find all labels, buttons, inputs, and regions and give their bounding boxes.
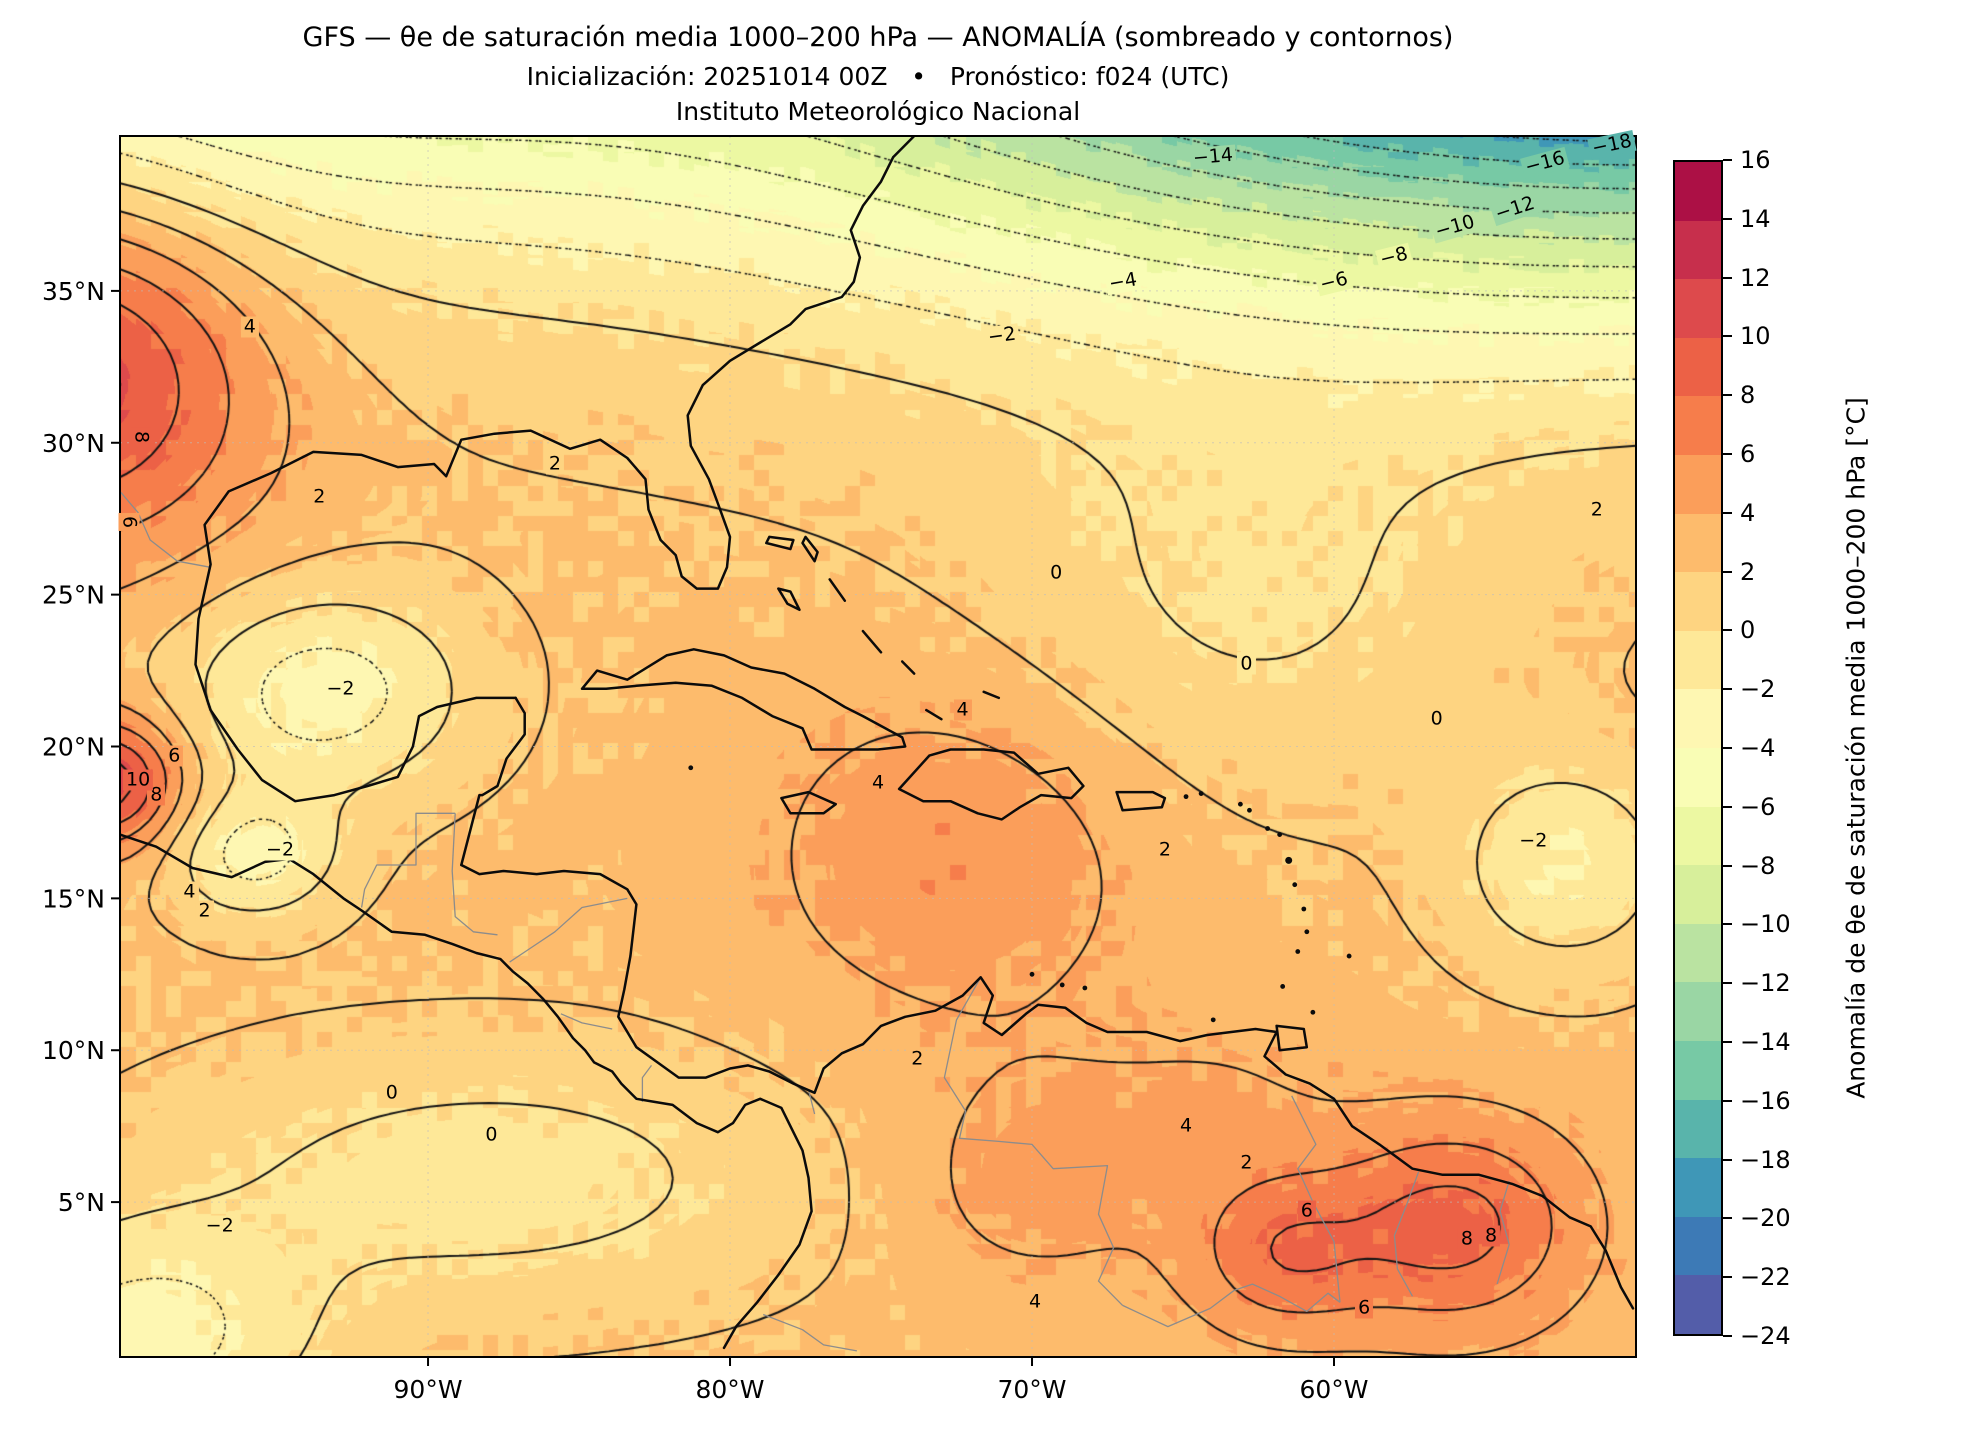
y-tick-label: 10°N: [42, 1036, 105, 1065]
colorbar-tick-mark: [1723, 1276, 1732, 1279]
colorbar-tick-label: 8: [1740, 381, 1756, 410]
colorbar-tick-label: −20: [1740, 1204, 1791, 1233]
colorbar-segment: [1675, 337, 1721, 397]
colorbar-segment: [1675, 1275, 1721, 1334]
colorbar-segment: [1675, 806, 1721, 866]
colorbar-segment: [1675, 1158, 1721, 1217]
colorbar-tick-mark: [1723, 570, 1732, 573]
colorbar-tick-label: 12: [1740, 263, 1771, 292]
colorbar-tick-mark: [1723, 159, 1732, 161]
colorbar-tick-label: −10: [1740, 910, 1791, 939]
colorbar-segment: [1675, 279, 1721, 338]
colorbar-tick-label: −2: [1740, 675, 1776, 704]
colorbar-segment: [1675, 630, 1721, 690]
colorbar-tick-mark: [1723, 394, 1732, 397]
colorbar-segment: [1675, 220, 1721, 280]
x-tick-label: 60°W: [1299, 1375, 1368, 1404]
colorbar-tick-mark: [1723, 629, 1732, 632]
colorbar-segment: [1675, 923, 1721, 983]
y-tick-label: 5°N: [58, 1188, 105, 1217]
colorbar-segment: [1675, 454, 1721, 514]
colorbar-segment: [1675, 1040, 1721, 1100]
y-tick-label: 30°N: [42, 429, 105, 458]
colorbar-segment: [1675, 572, 1721, 631]
colorbar-tick-label: 2: [1740, 557, 1756, 586]
colorbar-tick-mark: [1723, 747, 1732, 749]
colorbar-segment: [1675, 747, 1721, 807]
colorbar-tick-label: 16: [1740, 146, 1771, 174]
colorbar-tick-label: 10: [1740, 322, 1771, 351]
x-tick-label: 80°W: [696, 1375, 765, 1404]
colorbar-tick-mark: [1723, 1041, 1732, 1043]
colorbar-tick-mark: [1723, 864, 1732, 867]
colorbar-tick-label: −4: [1740, 734, 1776, 762]
figure-subtitle-institution: Instituto Meteorológico Nacional: [675, 97, 1081, 126]
colorbar-tick-label: −18: [1740, 1145, 1791, 1174]
x-tick-label: 90°W: [394, 1375, 463, 1404]
colorbar-segment: [1675, 865, 1721, 924]
colorbar-segment: [1675, 1099, 1721, 1159]
colorbar-tick-label: −14: [1740, 1028, 1791, 1056]
colorbar-tick-mark: [1723, 511, 1732, 514]
colorbar-tick-label: −22: [1740, 1263, 1791, 1292]
colorbar-segment: [1675, 982, 1721, 1041]
colorbar-tick-mark: [1723, 335, 1732, 338]
colorbar-tick-mark: [1723, 688, 1732, 691]
colorbar-tick-mark: [1723, 1099, 1732, 1102]
colorbar-segment: [1675, 1216, 1721, 1276]
colorbar-tick-label: −16: [1740, 1086, 1791, 1115]
colorbar-tick-label: −6: [1740, 792, 1776, 821]
colorbar-tick-mark: [1723, 453, 1732, 455]
colorbar-tick-label: 4: [1740, 498, 1756, 527]
x-tick-label: 70°W: [998, 1375, 1067, 1404]
colorbar-tick-mark: [1723, 923, 1732, 926]
colorbar: [1673, 160, 1723, 1336]
colorbar-segment: [1675, 689, 1721, 748]
figure-title: GFS — θe de saturación media 1000–200 hP…: [302, 22, 1454, 53]
colorbar-tick-mark: [1723, 276, 1732, 279]
colorbar-tick-label: −24: [1740, 1322, 1791, 1350]
colorbar-label: Anomalía de θe de saturación media 1000–…: [1841, 397, 1871, 1099]
colorbar-tick-label: −8: [1740, 851, 1776, 880]
colorbar-tick-mark: [1723, 1217, 1732, 1220]
colorbar-segment: [1675, 162, 1721, 221]
colorbar-segment: [1675, 513, 1721, 573]
colorbar-tick-mark: [1723, 217, 1732, 220]
anomaly-shading-canvas: [120, 136, 1636, 1357]
figure-subtitle-init-forecast: Inicialización: 20251014 00Z • Pronóstic…: [526, 62, 1230, 91]
y-tick-label: 15°N: [42, 884, 105, 913]
colorbar-tick-label: 14: [1740, 204, 1771, 233]
colorbar-tick-mark: [1723, 1158, 1732, 1161]
y-tick-label: 25°N: [42, 581, 105, 610]
colorbar-tick-mark: [1723, 1335, 1732, 1337]
y-tick-label: 20°N: [42, 733, 105, 762]
colorbar-tick-mark: [1723, 982, 1732, 985]
colorbar-tick-label: 0: [1740, 616, 1756, 645]
y-tick-label: 35°N: [42, 277, 105, 306]
map-plot: [120, 136, 1636, 1357]
colorbar-segment: [1675, 396, 1721, 455]
colorbar-tick-label: 6: [1740, 440, 1756, 468]
colorbar-tick-mark: [1723, 805, 1732, 808]
colorbar-tick-label: −12: [1740, 969, 1791, 998]
